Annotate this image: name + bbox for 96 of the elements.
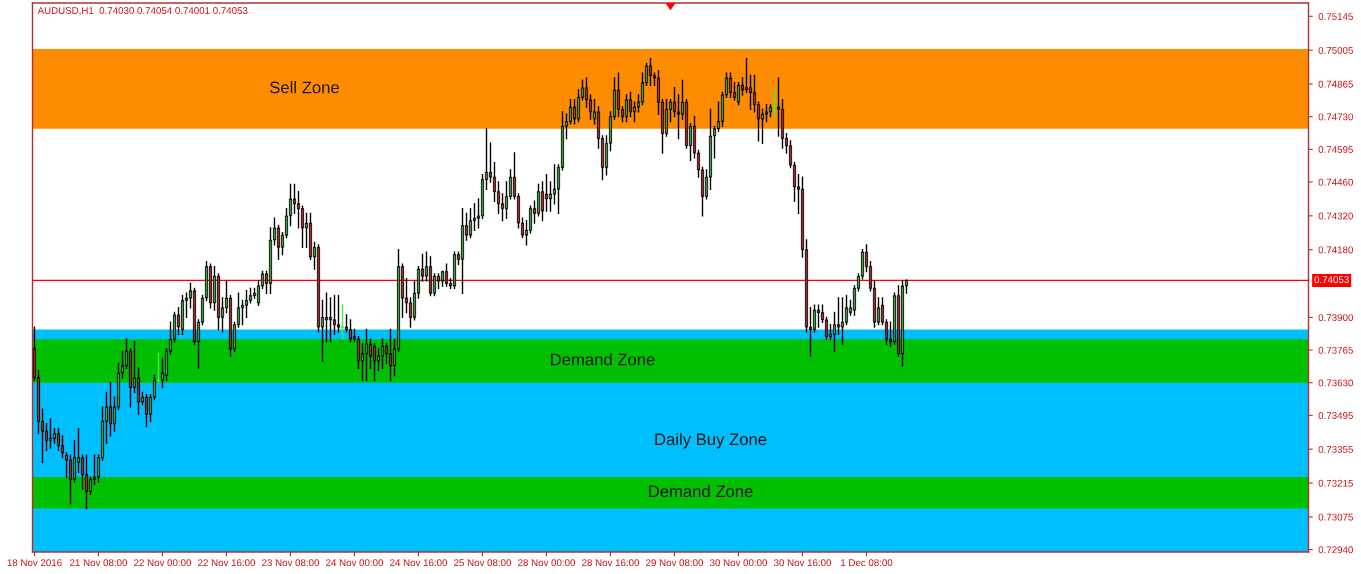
candlestick — [244, 290, 249, 319]
y-tick-label: 0.74460 — [1318, 178, 1353, 186]
y-tick-label: 0.75145 — [1318, 13, 1353, 20]
candlestick — [360, 343, 365, 381]
x-tick-label: 30 Nov 16:00 — [773, 559, 832, 567]
y-tick-label: 0.74595 — [1318, 146, 1353, 153]
candlestick — [624, 94, 629, 123]
candlestick — [372, 343, 377, 381]
candlestick — [824, 316, 829, 340]
candlestick — [544, 174, 549, 212]
x-tick-label: 29 Nov 08:00 — [646, 559, 704, 567]
x-tick-label: 22 Nov 16:00 — [198, 559, 256, 567]
candlestick — [776, 77, 781, 137]
candlestick — [228, 294, 233, 357]
candlestick — [832, 311, 837, 352]
candlestick — [572, 99, 577, 125]
ref-line-label: 0.74053 — [1314, 276, 1349, 284]
candlestick — [84, 454, 89, 510]
candlestick — [540, 181, 545, 222]
candlestick — [444, 263, 449, 287]
candlestick — [88, 476, 93, 495]
candlestick — [676, 94, 681, 140]
band-label: Daily Buy Zone — [655, 432, 767, 449]
y-tick-label: 0.72940 — [1318, 546, 1353, 554]
candlestick — [356, 336, 361, 369]
candlestick — [576, 89, 581, 123]
candlestick — [684, 99, 689, 149]
y-tick-label: 0.74180 — [1318, 246, 1353, 254]
candlestick — [380, 338, 385, 369]
x-tick-label: 18 Nov 2016 — [7, 559, 62, 567]
y-tick-label: 0.73075 — [1318, 513, 1353, 521]
x-tick-label: 23 Nov 08:00 — [262, 559, 320, 567]
candlestick — [460, 207, 465, 294]
candlestick — [748, 74, 753, 111]
candlestick — [836, 297, 841, 336]
y-tick-label: 0.73495 — [1318, 412, 1353, 419]
candlestick — [316, 244, 321, 333]
candlestick — [408, 297, 413, 328]
candlestick — [816, 304, 821, 328]
candlestick — [736, 82, 741, 106]
band-label: Demand Zone — [649, 484, 753, 498]
candlestick — [812, 304, 817, 333]
candlestick — [364, 328, 369, 381]
x-tick-label: 1 Dec 08:00 — [841, 559, 893, 567]
x-tick-label: 24 Nov 16:00 — [390, 559, 448, 567]
candlestick — [136, 367, 141, 415]
candlestick — [108, 382, 113, 437]
candlestick — [500, 193, 505, 222]
x-tick-label: 22 Nov 00:00 — [134, 559, 192, 567]
candlestick — [56, 427, 61, 452]
candlestick — [452, 251, 457, 290]
candlestick — [268, 227, 273, 294]
candlestick — [568, 99, 573, 125]
candlestick — [180, 294, 185, 336]
y-tick-label: 0.73215 — [1318, 479, 1353, 487]
band-label: Demand Zone — [551, 353, 655, 366]
chart-title: AUDUSD,H1 0.74030 0.74054 0.74001 0.74053 — [37, 7, 248, 16]
candlestick — [340, 304, 345, 340]
candlestick — [548, 181, 553, 212]
y-tick-label: 0.75005 — [1318, 46, 1353, 54]
candlestick — [300, 205, 305, 248]
y-tick-label: 0.73900 — [1318, 314, 1353, 322]
candlestick — [492, 161, 497, 203]
candlestick — [772, 89, 777, 118]
candlestick — [744, 57, 749, 94]
y-tick-label: 0.74865 — [1318, 80, 1353, 88]
candlestick — [528, 205, 533, 234]
candlestick — [296, 190, 301, 229]
candlestick — [780, 99, 785, 149]
candlestick — [536, 183, 541, 217]
candlestick — [192, 287, 197, 345]
x-tick-label: 28 Nov 16:00 — [582, 559, 640, 567]
y-tick-label: 0.74730 — [1318, 113, 1353, 121]
candlestick — [68, 454, 73, 505]
x-tick-label: 21 Nov 08:00 — [70, 559, 128, 567]
y-tick-label: 0.73355 — [1318, 445, 1353, 453]
candlestick — [144, 394, 149, 427]
candlestick — [440, 271, 445, 287]
y-tick-label: 0.73765 — [1318, 346, 1353, 354]
x-tick-label: 24 Nov 00:00 — [326, 559, 384, 567]
candlestick — [72, 440, 77, 483]
candlestick — [480, 174, 485, 219]
candlestick — [248, 287, 253, 304]
x-tick-label: 28 Nov 00:00 — [518, 559, 576, 567]
y-tick-label: 0.73630 — [1318, 379, 1353, 387]
y-tick-label: 0.74320 — [1318, 212, 1353, 220]
candlestick — [336, 294, 341, 333]
candlestick — [208, 263, 213, 309]
band-label: Sell Zone — [270, 81, 339, 94]
x-tick-label: 25 Nov 08:00 — [454, 559, 512, 567]
candlestick — [616, 72, 621, 118]
candlestick — [52, 427, 57, 444]
candlestick — [128, 348, 133, 408]
candlestick — [728, 72, 733, 99]
candlestick — [388, 328, 393, 381]
x-tick-label: 30 Nov 00:00 — [709, 559, 768, 567]
